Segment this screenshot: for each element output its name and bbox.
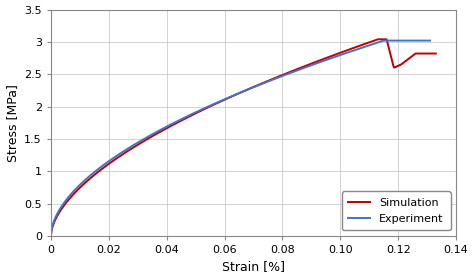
Simulation <box>48 234 54 237</box>
Experiment <box>230 94 236 97</box>
Simulation <box>256 83 262 86</box>
Line: Simulation: Simulation <box>51 39 436 236</box>
Experiment <box>427 39 433 42</box>
Experiment <box>253 85 259 88</box>
Simulation <box>231 94 237 97</box>
Experiment <box>273 76 279 80</box>
Simulation <box>364 42 369 45</box>
Line: Experiment: Experiment <box>51 40 430 236</box>
Experiment <box>419 39 425 42</box>
Experiment <box>382 39 387 42</box>
Y-axis label: Stress [MPa]: Stress [MPa] <box>6 84 18 162</box>
X-axis label: Strain [%]: Strain [%] <box>222 260 285 273</box>
Simulation <box>425 52 430 55</box>
Legend: Simulation, Experiment: Simulation, Experiment <box>342 191 450 230</box>
Simulation <box>375 38 381 41</box>
Experiment <box>359 46 365 49</box>
Experiment <box>48 234 54 237</box>
Simulation <box>277 74 283 78</box>
Simulation <box>433 52 438 55</box>
Simulation <box>233 93 239 96</box>
Experiment <box>228 95 234 98</box>
